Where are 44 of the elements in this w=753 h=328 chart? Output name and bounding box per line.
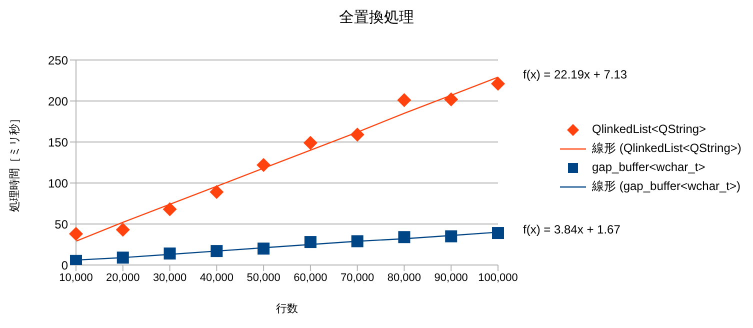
point bbox=[303, 136, 318, 150]
point bbox=[351, 235, 364, 248]
point bbox=[397, 93, 412, 108]
y-tick-label: 100 bbox=[48, 176, 68, 190]
x-tick-label: 30,000 bbox=[152, 272, 187, 284]
point bbox=[210, 245, 223, 258]
legend-label: QlinkedList<QString> bbox=[592, 121, 706, 138]
point bbox=[350, 128, 364, 142]
y-tick-label: 200 bbox=[48, 94, 68, 108]
chart-title: 全置換処理 bbox=[338, 8, 415, 27]
y-tick-label: 150 bbox=[48, 135, 68, 150]
point bbox=[398, 231, 410, 244]
point bbox=[258, 242, 270, 255]
legend-label: 線形 (gap_buffer<wchar_t>) bbox=[592, 178, 741, 195]
x-tick-label: 100,000 bbox=[478, 272, 518, 284]
x-tick-label: 20,000 bbox=[106, 272, 140, 284]
x-axis-title: 行数 bbox=[276, 303, 298, 315]
y-tick-label: 0 bbox=[61, 258, 68, 272]
point bbox=[256, 158, 271, 172]
y-tick-label: 50 bbox=[54, 217, 68, 232]
annotation: f(x) = 22.19x + 7.13 bbox=[523, 67, 628, 82]
x-tick-label: 40,000 bbox=[200, 272, 234, 284]
x-tick-label: 60,000 bbox=[294, 272, 328, 284]
point bbox=[116, 252, 129, 264]
x-tick-label: 80,000 bbox=[387, 272, 422, 284]
y-tick-label: 250 bbox=[48, 53, 68, 68]
point bbox=[491, 76, 505, 91]
point bbox=[445, 230, 458, 242]
x-tick-label: 50,000 bbox=[246, 272, 280, 284]
x-tick-label: 10,000 bbox=[59, 272, 93, 284]
legend-label: gap_buffer<wchar_t> bbox=[592, 159, 706, 176]
annotation: f(x) = 3.84x + 1.67 bbox=[523, 222, 621, 236]
point bbox=[164, 248, 176, 260]
x-tick-label: 90,000 bbox=[434, 272, 468, 284]
point bbox=[444, 92, 458, 106]
point bbox=[304, 236, 316, 248]
legend-label: 線形 (QlinkedList<QString>) bbox=[592, 140, 742, 157]
point bbox=[492, 227, 504, 240]
point bbox=[210, 185, 224, 200]
x-tick-label: 70,000 bbox=[340, 272, 374, 284]
point bbox=[116, 222, 130, 237]
point bbox=[162, 202, 177, 216]
point bbox=[69, 226, 83, 241]
y-axis-title: 処理時間［ミリ秒］ bbox=[8, 113, 21, 212]
